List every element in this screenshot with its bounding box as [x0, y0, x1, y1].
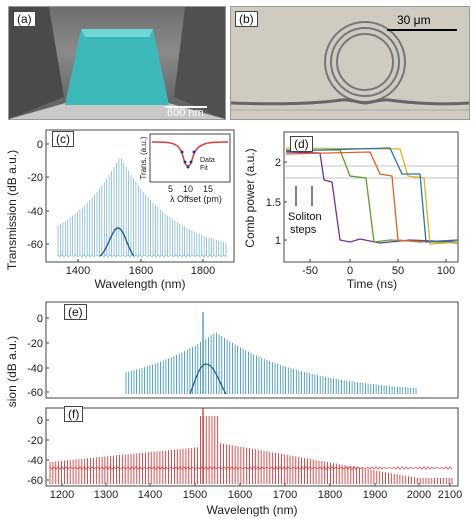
trace-orange [285, 151, 459, 243]
y-tick-label: 0 [37, 313, 43, 325]
plot-frame [45, 407, 459, 487]
x-tick-label: 1200 [50, 489, 74, 501]
plot-frame [283, 131, 459, 263]
annotation-soliton: Soliton steps [288, 211, 322, 236]
panel-c-chart: Transmission (dB a.u.) 1400 1600 1800 0 -20 -… [5, 129, 235, 291]
inset-frame [149, 133, 231, 183]
panel-label-a: (a) [13, 11, 36, 27]
inset-xtick-15: 15 [203, 184, 213, 194]
panel-d-chart: Comb power (a.u.) -50 0 50 100 2 1.5 1 Time (n… [243, 131, 459, 291]
x-tick-label: 1600 [228, 489, 252, 501]
panel-label-e: (e) [64, 304, 87, 320]
inset-ylabel: Trans. (a.u.) [139, 136, 148, 180]
panel-e-chart: Transmission (dB a.u.) 0 -20 -40 -60 [5, 301, 459, 408]
y-tick-label: -20 [27, 172, 43, 184]
plot-frame [45, 301, 459, 399]
y-tick-label: 0 [37, 139, 43, 151]
scale-bar-text: 30 μm [397, 13, 431, 27]
y-tick-label: -40 [27, 363, 43, 375]
axis-label-y: Comb power (a.u.) [243, 148, 257, 247]
y-tick-label: -20 [27, 435, 43, 447]
y-tick-label: -20 [27, 338, 43, 350]
panel-label-b: (b) [235, 11, 258, 27]
x-tick-label: 1900 [363, 489, 387, 501]
plot-frame [45, 129, 235, 263]
x-tick-label: -50 [302, 265, 318, 277]
axis-label-x: Wavelength (nm) [95, 277, 186, 291]
panel-label-c: (c) [52, 131, 74, 147]
y-tick-label: -40 [27, 455, 43, 467]
panel-b-ring-image: (b) 30 μm [230, 6, 470, 120]
y-tick-label: -40 [27, 206, 43, 218]
trace-blue [285, 147, 459, 243]
legend-data: Data [200, 157, 215, 164]
axis-label-x: Wavelength (nm) [207, 503, 298, 517]
x-tick-label: 1600 [129, 265, 153, 277]
x-tick-label: 0 [347, 265, 353, 277]
y-tick-label: 1.5 [266, 197, 281, 209]
x-tick-label: 1400 [66, 265, 90, 277]
trace-purple [285, 151, 459, 244]
inset-xtick-5: 5 [168, 184, 173, 194]
x-tick-label: 100 [437, 265, 455, 277]
panel-label-f: (f) [64, 406, 84, 422]
y-tick-label: 0 [37, 415, 43, 427]
y-tick-label: -60 [27, 239, 43, 251]
scale-bar [387, 29, 457, 31]
x-tick-label: 2100 [438, 489, 462, 501]
x-tick-label: 1800 [191, 265, 215, 277]
inset-xtick-10: 10 [183, 184, 193, 194]
inset-xlabel: λ Offset (pm) [170, 194, 222, 204]
x-tick-label: 1400 [138, 489, 162, 501]
y-tick-label: 1 [275, 235, 281, 247]
x-tick-label: 2000 [407, 489, 431, 501]
x-tick-label: 1800 [318, 489, 342, 501]
y-tick-label: -60 [27, 387, 43, 399]
inset-data-points [180, 150, 196, 169]
y-tick-label: 2 [275, 157, 281, 169]
legend-fit: Fit [200, 165, 208, 172]
waveguide-cross-section [65, 29, 169, 105]
x-tick-label: 1300 [94, 489, 118, 501]
scale-bar-text: 600 nm [167, 107, 204, 119]
axis-label-x: Time (ns) [347, 277, 397, 291]
x-tick-label: 1500 [183, 489, 207, 501]
panel-a-sem-image: (a) 600 nm [8, 6, 226, 120]
panel-label-d: (d) [290, 136, 313, 152]
x-tick-label: 1700 [273, 489, 297, 501]
scale-bar [165, 106, 207, 108]
x-tick-label: 50 [392, 265, 404, 277]
panel-f-chart: 1200 1300 1400 1500 1600 1700 1800 1900 2000 2100… [27, 407, 462, 517]
axis-label-y: Transmission (dB a.u.) [5, 150, 19, 270]
y-tick-label: -60 [27, 475, 43, 487]
axis-label-y: Transmission (dB a.u.) [5, 336, 19, 408]
